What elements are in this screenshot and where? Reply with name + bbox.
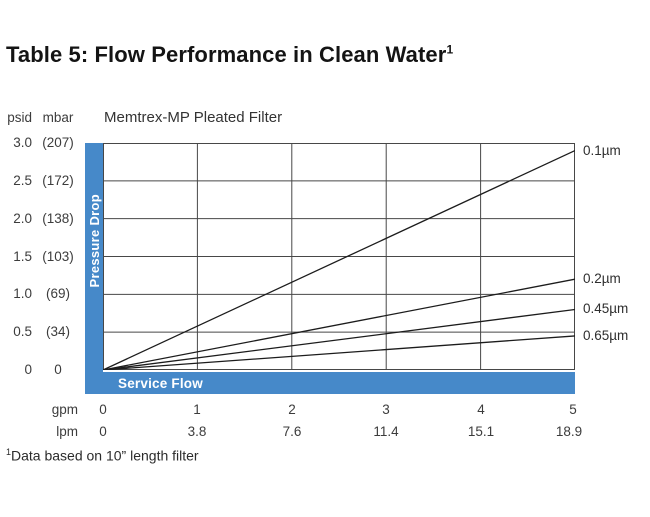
xtick-lpm: 15.1 bbox=[467, 424, 495, 439]
ytick-mbar: (34) bbox=[45, 324, 70, 339]
series-line bbox=[103, 278, 575, 370]
service-flow-axis-bar: Service Flow bbox=[103, 372, 575, 394]
ytick-mbar: (69) bbox=[45, 286, 70, 301]
plot-lines bbox=[103, 143, 575, 370]
ytick-mbar: (103) bbox=[42, 249, 74, 264]
psid-unit-label: psid bbox=[7, 110, 32, 125]
series-line bbox=[103, 335, 575, 370]
title-footnote-marker: 1 bbox=[446, 42, 454, 57]
ytick-psid: 3.0 bbox=[13, 135, 32, 150]
ytick-psid: 1.5 bbox=[13, 249, 32, 264]
ytick-row: 0 0 bbox=[6, 362, 79, 378]
ytick-psid: 1.0 bbox=[13, 286, 32, 301]
xtick-gpm: 5 bbox=[569, 402, 577, 417]
ytick-row: 1.0 (69) bbox=[6, 286, 79, 302]
mbar-unit-label: mbar bbox=[42, 110, 74, 125]
ytick-psid: 0.5 bbox=[13, 324, 32, 339]
ytick-mbar: 0 bbox=[54, 362, 62, 377]
chart-subtitle: Memtrex-MP Pleated Filter bbox=[104, 109, 283, 126]
page-title: Table 5: Flow Performance in Clean Water… bbox=[6, 42, 453, 68]
ytick-psid: 0 bbox=[24, 362, 32, 377]
xtick-lpm: 7.6 bbox=[282, 424, 302, 439]
footnote-text: Data based on 10” length filter bbox=[11, 447, 199, 464]
xtick-lpm: 0 bbox=[99, 424, 107, 439]
xtick-lpm: 18.9 bbox=[555, 424, 583, 439]
ytick-mbar: (207) bbox=[42, 135, 74, 150]
ytick-psid: 2.5 bbox=[13, 173, 32, 188]
xtick-lpm: 11.4 bbox=[373, 424, 399, 439]
ytick-mbar: (138) bbox=[42, 211, 74, 226]
ytick-row: 1.5 (103) bbox=[6, 249, 79, 265]
footnote-marker: 1 bbox=[6, 447, 12, 457]
lpm-unit-label: lpm bbox=[56, 424, 78, 439]
series-label-0.45um: 0.45µm bbox=[583, 301, 629, 317]
xtick-gpm: 1 bbox=[193, 402, 201, 417]
gpm-unit-label: gpm bbox=[51, 402, 78, 417]
xtick-lpm: 3.8 bbox=[187, 424, 207, 439]
pressure-drop-axis-label: Pressure Drop bbox=[86, 194, 102, 288]
series-line bbox=[103, 308, 575, 370]
plot-area bbox=[103, 143, 575, 370]
series-label-0.2um: 0.2µm bbox=[583, 271, 621, 287]
ytick-row: 2.5 (172) bbox=[6, 173, 79, 189]
service-flow-axis-label: Service Flow bbox=[118, 375, 203, 391]
ytick-row: 2.0 (138) bbox=[6, 211, 79, 227]
series-label-0.1um: 0.1µm bbox=[583, 142, 621, 158]
y-axis-units-header: psid mbar bbox=[6, 110, 79, 126]
series-label-0.65um: 0.65µm bbox=[583, 327, 629, 343]
ytick-psid: 2.0 bbox=[13, 211, 32, 226]
ytick-row: 3.0 (207) bbox=[6, 135, 79, 151]
xtick-gpm: 3 bbox=[382, 402, 390, 417]
series-line bbox=[103, 149, 575, 370]
xtick-gpm: 2 bbox=[288, 402, 296, 417]
pressure-drop-axis-bar: Pressure Drop bbox=[85, 143, 103, 394]
page-title-text: Table 5: Flow Performance in Clean Water bbox=[6, 42, 447, 67]
ytick-mbar: (172) bbox=[42, 173, 74, 188]
xtick-gpm: 4 bbox=[477, 402, 485, 417]
xtick-gpm: 0 bbox=[99, 402, 107, 417]
footnote: 1Data based on 10” length filter bbox=[6, 447, 199, 464]
ytick-row: 0.5 (34) bbox=[6, 324, 79, 340]
